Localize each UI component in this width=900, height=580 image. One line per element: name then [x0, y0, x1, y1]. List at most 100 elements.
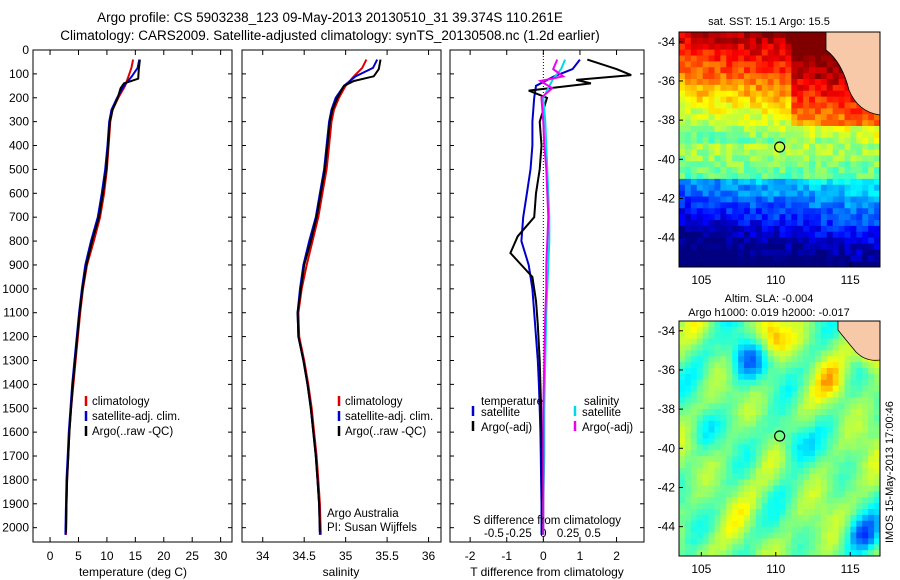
- heatmap-cell: [714, 356, 721, 363]
- heatmap-cell: [744, 225, 751, 233]
- heatmap-cell: [744, 167, 751, 174]
- heatmap-cell: [738, 32, 745, 39]
- heatmap-cell: [761, 403, 769, 410]
- heatmap-cell: [820, 426, 828, 434]
- heatmap-cell: [838, 155, 845, 162]
- heatmap-cell: [832, 214, 840, 221]
- heatmap-cell: [820, 509, 828, 516]
- heatmap-cell: [749, 467, 757, 475]
- heatmap-cell: [797, 520, 804, 528]
- heatmap-cell: [809, 108, 816, 115]
- heatmap-cell: [749, 550, 757, 556]
- heatmap-cell: [856, 532, 863, 539]
- heatmap-cell: [767, 120, 774, 127]
- heatmap-cell: [826, 208, 834, 215]
- heatmap-cell: [702, 462, 709, 469]
- heatmap-cell: [767, 225, 774, 233]
- heatmap-cell: [679, 350, 686, 357]
- heatmap-cell: [732, 473, 739, 481]
- heatmap-cell: [832, 379, 840, 387]
- heatmap-cell: [779, 526, 786, 533]
- heatmap-cell: [749, 173, 757, 180]
- heatmap-cell: [785, 249, 792, 256]
- heatmap-cell: [744, 491, 751, 498]
- heatmap-cell: [874, 403, 880, 410]
- heatmap-cell: [814, 137, 822, 145]
- heatmap-cell: [785, 326, 792, 334]
- heatmap-cell: [856, 184, 863, 192]
- heatmap-cell: [868, 173, 875, 180]
- heatmap-cell: [868, 479, 875, 486]
- lon-tick-label: 115: [841, 273, 860, 287]
- heatmap-cell: [874, 426, 880, 434]
- heatmap-cell: [679, 114, 686, 121]
- heatmap-cell: [797, 96, 804, 103]
- heatmap-cell: [714, 167, 721, 174]
- heatmap-cell: [755, 143, 763, 150]
- heatmap-cell: [755, 196, 763, 203]
- heatmap-cell: [868, 114, 875, 121]
- heatmap-cell: [809, 102, 816, 109]
- heatmap-cell: [684, 332, 692, 340]
- heatmap-cell: [797, 385, 804, 392]
- heatmap-cell: [726, 485, 733, 492]
- heatmap-cell: [732, 520, 739, 528]
- heatmap-cell: [702, 61, 709, 68]
- heatmap-cell: [679, 137, 686, 145]
- heatmap-cell: [696, 237, 704, 244]
- depth-tick-label: 800: [9, 234, 29, 248]
- heatmap-cell: [797, 184, 804, 192]
- heatmap-cell: [868, 520, 875, 528]
- heatmap-cell: [850, 155, 857, 162]
- heatmap-cell: [767, 261, 774, 267]
- heatmap-cell: [732, 155, 739, 162]
- heatmap-cell: [814, 385, 822, 392]
- heatmap-cell: [684, 220, 692, 227]
- heatmap-cell: [708, 321, 715, 328]
- heatmap-cell: [696, 32, 704, 39]
- heatmap-cell: [696, 462, 704, 469]
- heatmap-cell: [844, 225, 851, 233]
- heatmap-cell: [684, 196, 692, 203]
- heatmap-cell: [791, 491, 798, 498]
- heatmap-cell: [738, 167, 745, 174]
- heatmap-cell: [791, 126, 798, 133]
- heatmap-cell: [809, 450, 816, 457]
- heatmap-cell: [755, 326, 763, 334]
- heatmap-cell: [744, 149, 751, 156]
- heatmap-cell: [767, 167, 774, 174]
- heatmap-cell: [826, 55, 834, 62]
- heatmap-cell: [838, 90, 845, 98]
- heatmap-cell: [767, 32, 774, 39]
- heatmap-cell: [679, 420, 686, 428]
- heatmap-cell: [732, 550, 739, 556]
- heatmap-cell: [744, 532, 751, 539]
- heatmap-cell: [797, 409, 804, 416]
- heatmap-cell: [749, 485, 757, 492]
- heatmap-cell: [755, 497, 763, 504]
- heatmap-cell: [820, 190, 828, 197]
- legend-climatology-label: climatology: [92, 396, 150, 408]
- heatmap-cell: [826, 332, 834, 340]
- heatmap-cell: [820, 173, 828, 180]
- heatmap-cell: [708, 79, 715, 86]
- heatmap-cell: [690, 432, 698, 439]
- legend-argo-label: Argo(..raw -QC): [345, 426, 426, 438]
- heatmap-cell: [696, 326, 704, 334]
- salinity-xticks: 34 34.5 35 35.5 36: [242, 49, 441, 563]
- heatmap-cell: [726, 108, 733, 115]
- heatmap-cell: [791, 61, 798, 68]
- heatmap-cell: [720, 503, 727, 510]
- heatmap-cell: [690, 385, 698, 392]
- heatmap-cell: [714, 544, 721, 551]
- heatmap-cell: [726, 55, 733, 62]
- heatmap-cell: [773, 143, 780, 150]
- heatmap-cell: [850, 161, 857, 168]
- heatmap-cell: [696, 167, 704, 174]
- heatmap-cell: [767, 96, 774, 103]
- heatmap-cell: [809, 326, 816, 334]
- heatmap-cell: [702, 550, 709, 556]
- heatmap-cell: [767, 503, 774, 510]
- heatmap-cell: [726, 409, 733, 416]
- heatmap-cell: [696, 114, 704, 121]
